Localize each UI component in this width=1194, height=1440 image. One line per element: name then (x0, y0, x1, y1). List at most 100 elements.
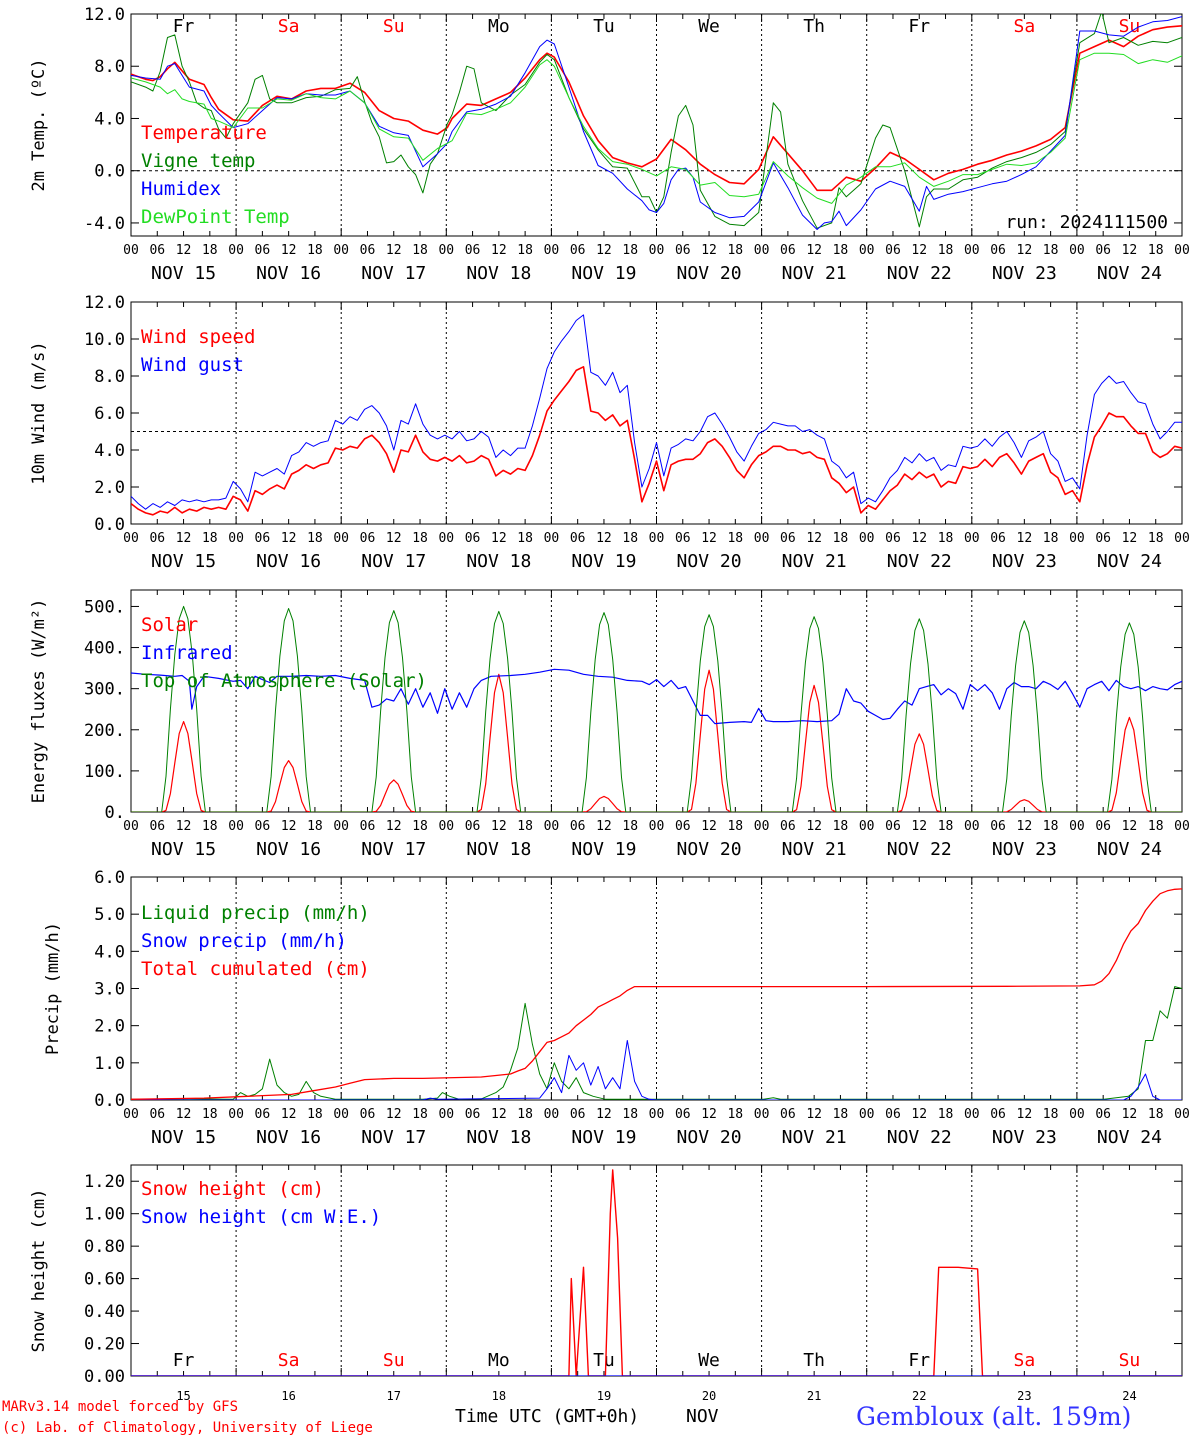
hour-tick-label: 06 (570, 531, 586, 546)
y-tick-label: 2.0 (94, 1017, 125, 1037)
weekday-label: Fr (173, 1350, 195, 1371)
date-label: NOV 15 (151, 551, 216, 572)
weekday-label: Sa (1014, 16, 1036, 37)
weekday-label: Su (383, 1350, 405, 1371)
station-name: Gembloux (alt. 159m) (856, 1402, 1132, 1431)
y-tick-label: 300. (84, 680, 125, 700)
series-line-top-of-atmosphere-solar- (131, 605, 1182, 812)
hour-tick-label: 06 (149, 243, 165, 258)
y-tick-label: 0.80 (84, 1237, 125, 1257)
weekday-label: We (698, 1350, 720, 1371)
hour-tick-label: 00 (649, 1107, 665, 1122)
series-line-temperature (131, 25, 1182, 192)
hour-tick-label: 18 (412, 531, 428, 546)
hour-tick-label: 06 (255, 243, 271, 258)
date-label: NOV 20 (677, 551, 742, 572)
hour-tick-label: 18 (727, 1107, 743, 1122)
date-label: NOV 20 (677, 263, 742, 284)
date-label: NOV 16 (256, 551, 321, 572)
hour-tick-label: 06 (780, 243, 796, 258)
weekday-label: Tu (593, 1350, 615, 1371)
hour-tick-label: 00 (859, 243, 875, 258)
hour-tick-label: 18 (1148, 819, 1164, 834)
hour-tick-label: 12 (806, 243, 822, 258)
weekday-label: Fr (908, 1350, 930, 1371)
y-tick-label: 2.0 (94, 478, 125, 498)
hour-tick-label: 00 (438, 531, 454, 546)
legend-entry: Wind speed (141, 326, 255, 348)
date-label: NOV 18 (466, 1127, 531, 1148)
day-number-label: 24 (1122, 1389, 1136, 1403)
hour-tick-label: 12 (596, 1107, 612, 1122)
hour-tick-label: 06 (1095, 819, 1111, 834)
hour-tick-label: 18 (412, 243, 428, 258)
hour-tick-label: 12 (701, 531, 717, 546)
legend-entry: Snow height (cm) (141, 1178, 324, 1200)
hour-tick-label: 12 (806, 1107, 822, 1122)
hour-tick-label: 00 (859, 1107, 875, 1122)
hour-tick-label: 06 (149, 819, 165, 834)
hour-tick-label: 18 (1148, 243, 1164, 258)
hour-tick-label: 00 (649, 819, 665, 834)
hour-tick-label: 06 (1095, 531, 1111, 546)
y-tick-label: 0.0 (94, 162, 125, 182)
hour-tick-label: 12 (806, 531, 822, 546)
hour-tick-label: 18 (517, 819, 533, 834)
hour-tick-label: 06 (1095, 243, 1111, 258)
date-label: NOV 18 (466, 839, 531, 860)
hour-tick-label: 18 (622, 819, 638, 834)
panel-temp: -4.0 0.0 4.0 8.0 12.0 2m Temp. (ºC) 00 06 12 18 NO… (29, 5, 1190, 284)
date-label: NOV 18 (466, 263, 531, 284)
hour-tick-label: 18 (517, 1107, 533, 1122)
hour-tick-label: 12 (1122, 819, 1138, 834)
hour-tick-label: 00 (964, 243, 980, 258)
hour-tick-label: 18 (1148, 531, 1164, 546)
y-axis-title: Precip (mm/h) (43, 922, 63, 1055)
hour-tick-label: 06 (149, 1107, 165, 1122)
panel-energy: 0. 100. 200. 300. 400. 500. Energy fluxes (W/m… (29, 589, 1190, 860)
hour-tick-label: 12 (596, 819, 612, 834)
hour-tick-label: 06 (255, 1107, 271, 1122)
y-axis-title: 10m Wind (m/s) (29, 341, 49, 484)
hour-tick-label: 00 (123, 819, 139, 834)
hour-tick-label: 00 (333, 1107, 349, 1122)
date-label: NOV 19 (571, 839, 636, 860)
hour-tick-label: 06 (675, 243, 691, 258)
date-label: NOV 23 (992, 263, 1057, 284)
hour-tick-label: 12 (701, 1107, 717, 1122)
date-label: NOV 24 (1097, 1127, 1162, 1148)
x-axis-month: NOV (686, 1406, 719, 1427)
hour-tick-label: 00 (649, 243, 665, 258)
weekday-label: We (698, 16, 720, 37)
weekday-label: Mo (488, 16, 510, 37)
hour-tick-label: 12 (491, 243, 507, 258)
date-label: NOV 15 (151, 263, 216, 284)
hour-tick-label: 18 (833, 243, 849, 258)
hour-tick-label: 12 (176, 819, 192, 834)
y-tick-label: 4.0 (94, 441, 125, 461)
weekday-label: Tu (593, 16, 615, 37)
hour-tick-label: 18 (938, 531, 954, 546)
hour-tick-label: 18 (202, 531, 218, 546)
hour-tick-label: 18 (938, 243, 954, 258)
hour-tick-label: 06 (675, 819, 691, 834)
day-number-label: 23 (1017, 1389, 1031, 1403)
hour-tick-label: 06 (465, 819, 481, 834)
hour-tick-label: 00 (333, 243, 349, 258)
hour-tick-label: 12 (281, 819, 297, 834)
hour-tick-label: 00 (123, 243, 139, 258)
weekday-label: Sa (278, 1350, 300, 1371)
hour-tick-label: 18 (727, 243, 743, 258)
hour-tick-label: 00 (754, 1107, 770, 1122)
hour-tick-label: 00 (1069, 531, 1085, 546)
hour-tick-label: 12 (491, 531, 507, 546)
hour-tick-label: 06 (570, 1107, 586, 1122)
y-tick-label: 0.20 (84, 1335, 125, 1355)
y-tick-label: 200. (84, 721, 125, 741)
hour-tick-label: 12 (911, 819, 927, 834)
date-label: NOV 20 (677, 1127, 742, 1148)
hour-tick-label: 06 (255, 531, 271, 546)
y-axis-title: Snow height (cm) (29, 1189, 49, 1353)
y-axis-title: 2m Temp. (ºC) (29, 58, 49, 191)
legend-entry: Snow height (cm W.E.) (141, 1206, 381, 1228)
